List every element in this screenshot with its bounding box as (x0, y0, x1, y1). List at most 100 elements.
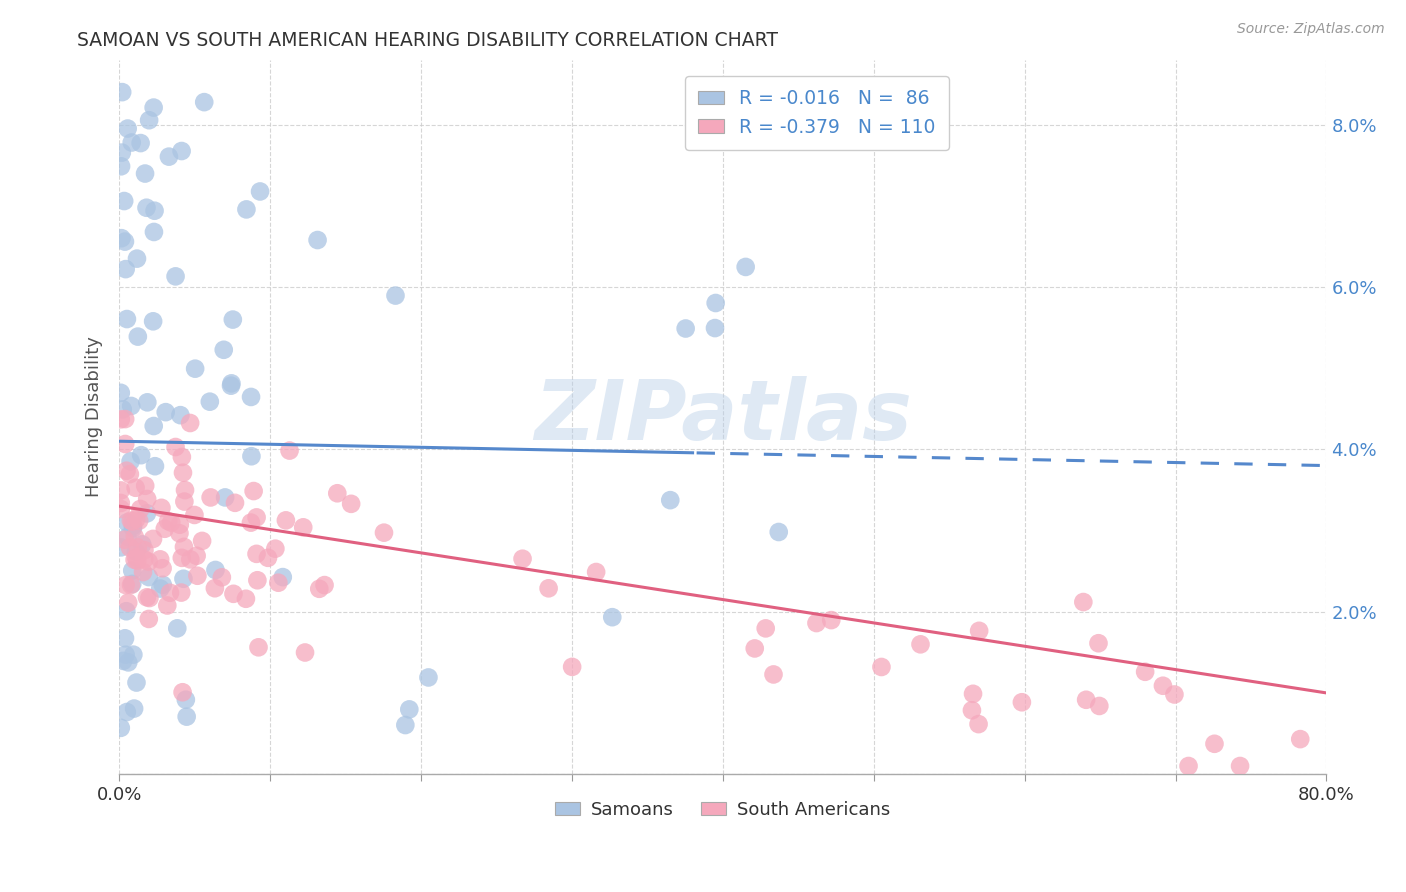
Point (134, 543, 156, 558)
Point (512, 551, 534, 566)
Point (120, 514, 142, 528)
Point (1074, 693, 1097, 707)
Point (1011, 695, 1033, 709)
Point (110, 159, 132, 173)
Point (271, 570, 294, 584)
Point (110, 385, 132, 400)
Point (224, 496, 246, 510)
Point (118, 467, 141, 482)
Point (394, 718, 416, 732)
Point (134, 552, 156, 566)
Point (249, 185, 271, 199)
Point (186, 549, 208, 563)
Point (1073, 595, 1095, 609)
Point (135, 201, 157, 215)
Point (165, 440, 187, 454)
Point (117, 530, 139, 544)
Point (143, 203, 166, 218)
Point (734, 260, 756, 274)
Point (1204, 737, 1226, 751)
Point (170, 144, 193, 158)
Point (191, 533, 214, 548)
Point (142, 314, 165, 328)
Point (142, 225, 165, 239)
Point (124, 553, 146, 567)
Point (138, 612, 160, 626)
Point (114, 235, 136, 249)
Point (198, 394, 221, 409)
Point (307, 233, 329, 247)
Point (242, 484, 264, 499)
Point (675, 321, 697, 335)
Point (169, 526, 191, 541)
Point (149, 582, 172, 596)
Point (138, 113, 160, 128)
Point (239, 516, 262, 530)
Point (132, 565, 155, 579)
Point (246, 574, 269, 588)
Point (204, 581, 226, 595)
Point (138, 570, 160, 584)
Point (960, 703, 983, 717)
Point (165, 269, 187, 284)
Point (384, 288, 406, 302)
Point (170, 450, 193, 464)
Point (125, 550, 148, 565)
Point (219, 378, 242, 392)
Point (114, 648, 136, 662)
Point (762, 667, 785, 681)
Point (169, 517, 191, 532)
Point (183, 508, 205, 522)
Point (257, 550, 280, 565)
Point (112, 654, 135, 668)
Point (212, 343, 235, 357)
Point (373, 525, 395, 540)
Point (142, 101, 165, 115)
Point (115, 516, 138, 530)
Point (179, 552, 201, 566)
Point (170, 550, 193, 565)
Point (173, 494, 195, 508)
Point (176, 709, 198, 723)
Point (128, 514, 150, 528)
Point (910, 637, 932, 651)
Point (186, 568, 208, 582)
Point (114, 533, 136, 547)
Point (122, 701, 145, 715)
Point (247, 640, 270, 655)
Point (115, 464, 138, 478)
Point (153, 522, 176, 536)
Point (125, 512, 148, 526)
Point (120, 454, 142, 468)
Point (110, 502, 132, 516)
Point (117, 596, 139, 610)
Point (122, 648, 145, 662)
Point (122, 521, 145, 535)
Point (214, 491, 236, 505)
Point (169, 408, 191, 422)
Point (184, 361, 207, 376)
Point (125, 675, 148, 690)
Point (204, 563, 226, 577)
Point (121, 136, 143, 150)
Point (124, 530, 146, 544)
Point (114, 437, 136, 451)
Point (1289, 732, 1312, 747)
Point (245, 547, 267, 561)
Point (115, 705, 138, 719)
Text: ZIPatlas: ZIPatlas (534, 376, 912, 458)
Point (1088, 698, 1111, 713)
Point (160, 516, 183, 530)
Point (120, 399, 142, 413)
Point (1087, 636, 1109, 650)
Point (157, 514, 180, 528)
Point (179, 416, 201, 430)
Point (111, 85, 134, 99)
Point (166, 621, 188, 635)
Point (235, 591, 257, 606)
Point (659, 493, 682, 508)
Legend: Samoans, South Americans: Samoans, South Americans (548, 793, 898, 826)
Point (110, 721, 132, 735)
Point (127, 329, 149, 343)
Point (110, 483, 132, 498)
